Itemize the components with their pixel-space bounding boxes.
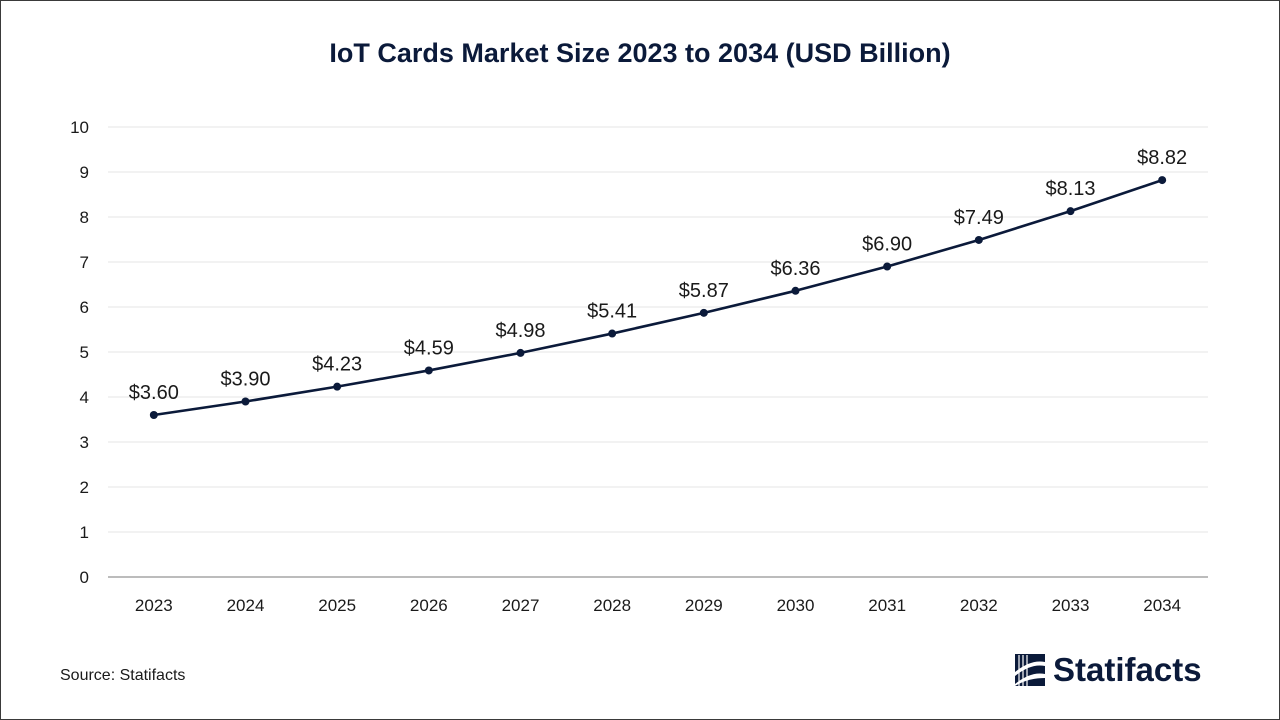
data-point-2029 <box>699 308 708 317</box>
x-tick-label: 2027 <box>502 596 540 615</box>
data-point-2024 <box>241 397 250 406</box>
grid-layer <box>108 126 1208 533</box>
data-label-2026: $4.59 <box>404 337 454 359</box>
statifacts-logo: Statifacts <box>1013 651 1202 689</box>
data-label-2025: $4.23 <box>312 354 362 376</box>
data-point-2026 <box>424 366 433 375</box>
data-label-2024: $3.90 <box>220 369 270 391</box>
data-point-2023 <box>149 411 158 419</box>
data-label-2023: $3.60 <box>129 382 179 404</box>
y-tick-label: 1 <box>80 523 89 542</box>
data-label-2033: $8.13 <box>1045 178 1095 200</box>
statifacts-logo-icon <box>1013 652 1047 688</box>
label-layer: $3.60 $3.90 $4.23 $4.59 $4.98 $5.41 $5.87 $6.36… <box>129 147 1187 404</box>
data-point-2028 <box>608 329 617 338</box>
y-tick-label: 10 <box>70 118 89 137</box>
x-tick-label: 2023 <box>135 596 173 615</box>
axis-layer: 0 1 2 3 4 5 6 7 8 9 10 2023 2024 2025 2026 2027 2028 2029… <box>70 118 1208 615</box>
data-label-2027: $4.98 <box>495 320 545 342</box>
data-point-2032 <box>974 235 983 244</box>
data-point-2025 <box>333 382 342 391</box>
data-point-2034 <box>1158 176 1167 185</box>
source-note: Source: Statifacts <box>60 667 186 684</box>
y-tick-label: 9 <box>80 163 89 182</box>
x-tick-label: 2028 <box>593 596 631 615</box>
x-tick-label: 2029 <box>685 596 723 615</box>
series-line <box>153 178 1163 417</box>
data-label-2032: $7.49 <box>954 207 1004 229</box>
x-tick-label: 2031 <box>868 596 906 615</box>
y-tick-label: 7 <box>80 253 89 272</box>
brand-name: Statifacts <box>1053 651 1202 688</box>
data-label-2029: $5.87 <box>679 280 729 302</box>
data-label-2034: $8.82 <box>1137 147 1187 169</box>
y-tick-label: 6 <box>80 298 89 317</box>
y-tick-label: 5 <box>80 343 89 362</box>
y-tick-label: 2 <box>80 478 89 497</box>
data-label-2031: $6.90 <box>862 234 912 256</box>
y-tick-label: 8 <box>80 208 89 227</box>
data-label-2030: $6.36 <box>770 258 820 280</box>
x-tick-label: 2024 <box>227 596 265 615</box>
x-tick-label: 2030 <box>777 596 815 615</box>
chart-title: IoT Cards Market Size 2023 to 2034 (USD … <box>329 38 951 68</box>
y-tick-label: 0 <box>80 568 89 587</box>
x-tick-label: 2033 <box>1052 596 1090 615</box>
data-label-2028: $5.41 <box>587 301 637 323</box>
x-tick-label: 2034 <box>1143 596 1181 615</box>
x-tick-label: 2026 <box>410 596 448 615</box>
data-point-2031 <box>883 262 892 271</box>
x-tick-label: 2032 <box>960 596 998 615</box>
data-point-2033 <box>1066 207 1075 216</box>
y-tick-label: 3 <box>80 433 89 452</box>
y-tick-label: 4 <box>80 388 89 407</box>
data-point-2027 <box>516 348 525 357</box>
x-tick-label: 2025 <box>318 596 356 615</box>
data-point-2030 <box>791 286 800 295</box>
series-layer <box>149 176 1167 419</box>
